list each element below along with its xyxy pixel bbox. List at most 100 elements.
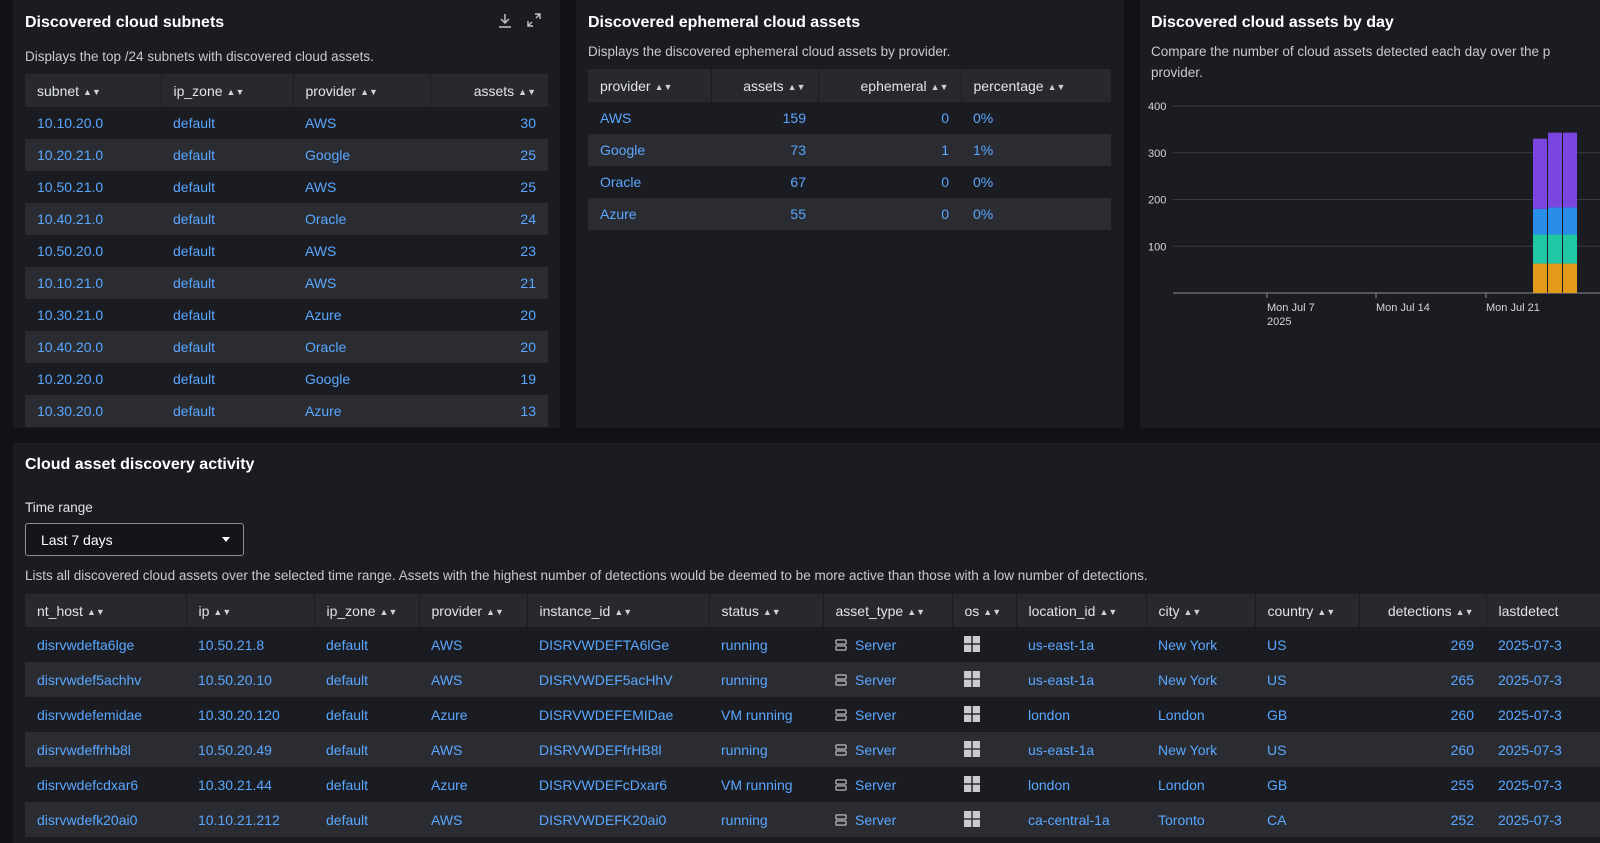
table-row[interactable]: AWS 159 0 0% [588, 102, 1111, 134]
column-header-city[interactable]: city ▲▼ [1146, 594, 1256, 627]
cell-instance-id[interactable]: DISRVWDEFTA6lGe [527, 627, 709, 662]
cell-percentage[interactable]: 0% [961, 198, 1111, 230]
cell-location-id[interactable]: us-east-1a [1016, 662, 1146, 697]
cell-provider[interactable]: Azure [305, 307, 342, 323]
sort-icon[interactable]: ▲▼ [1317, 606, 1336, 617]
cell-provider[interactable]: AWS [419, 627, 527, 662]
column-header-ip[interactable]: ip ▲▼ [186, 594, 315, 627]
sort-icon[interactable]: ▲▼ [379, 606, 398, 617]
column-header-subnet[interactable]: subnet ▲▼ [25, 74, 162, 107]
column-header-instance-id[interactable]: instance_id ▲▼ [527, 594, 710, 627]
cell-instance-id[interactable]: DISRVWDEFcDxar6 [527, 767, 709, 802]
table-row[interactable]: 10.20.20.0 default Google 19 [25, 363, 548, 395]
cell-subnet[interactable]: 10.10.20.0 [37, 115, 104, 131]
cell-percentage[interactable]: 0% [973, 174, 994, 190]
bar-segment[interactable] [1533, 234, 1547, 264]
column-header-location-id[interactable]: location_id ▲▼ [1016, 594, 1147, 627]
cell-provider[interactable]: Google [588, 134, 711, 166]
cell-instance-id[interactable]: DISRVWDEFEMIDae [527, 697, 709, 732]
column-header-nt-host[interactable]: nt_host ▲▼ [25, 594, 187, 627]
table-row[interactable]: Oracle 67 0 0% [588, 166, 1111, 198]
cell-lastdetect[interactable]: 2025-07-3 [1486, 662, 1600, 697]
cell-assets[interactable]: 25 [520, 179, 536, 195]
cell-detections[interactable]: 255 [1359, 767, 1486, 802]
cell-city[interactable]: London [1146, 697, 1255, 732]
cell-assets[interactable]: 55 [711, 198, 818, 230]
bar-segment[interactable] [1548, 207, 1562, 235]
cell-nt-host[interactable]: disrvwdeffrhb8l [25, 732, 186, 767]
bar-segment[interactable] [1533, 208, 1547, 235]
bar-segment[interactable] [1548, 132, 1562, 208]
cell-country[interactable]: US [1255, 627, 1359, 662]
cell-lastdetect[interactable]: 2025-07-3 [1486, 732, 1600, 767]
cell-subnet[interactable]: 10.10.21.0 [25, 267, 161, 299]
cell-os[interactable] [952, 697, 1016, 732]
cell-subnet[interactable]: 10.50.20.0 [37, 243, 104, 259]
cell-ip-zone[interactable]: default [314, 802, 419, 837]
cell-os[interactable] [952, 627, 1016, 662]
cell-city[interactable]: New York [1146, 627, 1255, 662]
cell-provider[interactable]: AWS [419, 662, 527, 697]
cell-location-id[interactable]: ca-central-1a [1016, 802, 1146, 837]
cell-asset-type[interactable]: Server [823, 627, 952, 662]
expand-icon[interactable] [526, 13, 542, 29]
cell-ip-zone[interactable]: default [314, 767, 419, 802]
table-row[interactable]: disrvwdeffrhb8l 10.50.20.49 default AWS DISR… [25, 732, 1600, 767]
table-row[interactable]: disrvwdefta6lge 10.50.21.8 default AWS DISRV… [25, 627, 1600, 662]
cell-provider[interactable]: Azure [293, 395, 430, 427]
table-row[interactable]: 10.50.21.0 default AWS 25 [25, 171, 548, 203]
cell-provider[interactable]: Azure [588, 198, 711, 230]
cell-assets[interactable]: 159 [782, 110, 806, 126]
cell-provider[interactable]: AWS [305, 179, 337, 195]
cell-assets[interactable]: 13 [430, 395, 548, 427]
table-row[interactable]: Azure 55 0 0% [588, 198, 1111, 230]
cell-lastdetect[interactable]: 2025-07-3 [1486, 802, 1600, 837]
cell-ip-zone[interactable]: default [314, 697, 419, 732]
cell-provider[interactable]: Azure [419, 767, 527, 802]
sort-icon[interactable]: ▲▼ [907, 606, 926, 617]
cell-country[interactable]: US [1255, 732, 1359, 767]
cell-location-id[interactable]: london [1016, 767, 1146, 802]
cell-subnet[interactable]: 10.20.20.0 [37, 371, 104, 387]
cell-ephemeral[interactable]: 0 [818, 198, 961, 230]
cell-lastdetect[interactable]: 2025-07-3 [1486, 627, 1600, 662]
cell-ip-zone[interactable]: default [173, 307, 216, 323]
cell-provider[interactable]: Oracle [293, 203, 430, 235]
cell-nt-host[interactable]: disrvwdefemidae [25, 697, 186, 732]
cell-ephemeral[interactable]: 0 [941, 174, 949, 190]
cell-lastdetect[interactable]: 2025-07-3 [1486, 767, 1600, 802]
cell-asset-type[interactable]: Server [823, 732, 952, 767]
column-header-detections[interactable]: detections ▲▼ [1359, 594, 1487, 627]
table-row[interactable]: disrvwdefemidae 10.30.20.120 default Azure D… [25, 697, 1600, 732]
bar-segment[interactable] [1533, 263, 1547, 293]
table-row[interactable]: 10.50.20.0 default AWS 23 [25, 235, 548, 267]
cell-instance-id[interactable]: DISRVWDEFK20ai0 [527, 802, 709, 837]
sort-icon[interactable]: ▲▼ [486, 606, 504, 617]
cell-status[interactable]: VM running [709, 697, 823, 732]
bar-segment[interactable] [1563, 207, 1577, 235]
cell-assets[interactable]: 20 [520, 307, 536, 323]
table-row[interactable]: Google 73 1 1% [588, 134, 1111, 166]
sort-icon[interactable]: ▲▼ [983, 606, 1002, 617]
cell-provider[interactable]: Azure [419, 697, 527, 732]
cell-status[interactable]: running [709, 662, 823, 697]
sort-icon[interactable]: ▲▼ [1455, 606, 1474, 617]
cell-asset-type[interactable]: Server [823, 697, 952, 732]
cell-city[interactable]: Toronto [1146, 802, 1255, 837]
cell-ip-zone[interactable]: default [173, 179, 216, 195]
column-header-lastdetect[interactable]: lastdetect [1486, 594, 1600, 627]
cell-subnet[interactable]: 10.30.20.0 [25, 395, 161, 427]
cell-location-id[interactable]: london [1016, 697, 1146, 732]
cell-ip-zone[interactable]: default [173, 371, 216, 387]
column-header-ephemeral[interactable]: ephemeral ▲▼ [818, 69, 962, 102]
cell-ip[interactable]: 10.50.20.49 [186, 732, 314, 767]
column-header-ip-zone[interactable]: ip_zone ▲▼ [314, 594, 420, 627]
column-header-status[interactable]: status ▲▼ [709, 594, 824, 627]
cell-ip-zone[interactable]: default [161, 267, 293, 299]
cell-ephemeral[interactable]: 1 [818, 134, 961, 166]
column-header-provider[interactable]: provider ▲▼ [588, 69, 712, 102]
bar-segment[interactable] [1563, 132, 1577, 208]
cell-city[interactable]: New York [1146, 732, 1255, 767]
cell-assets[interactable]: 19 [520, 371, 536, 387]
cell-ip-zone[interactable]: default [314, 662, 419, 697]
